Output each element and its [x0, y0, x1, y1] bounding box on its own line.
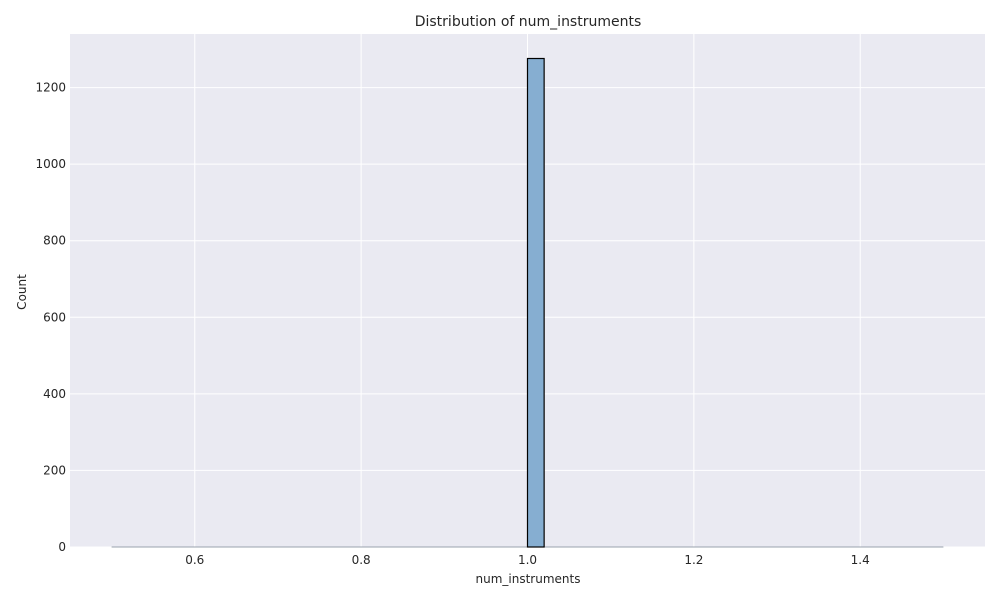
x-axis-label: num_instruments — [476, 572, 581, 586]
x-tick-label: 1.2 — [684, 553, 703, 567]
histogram-bar — [526, 57, 545, 548]
y-axis-label: Count — [15, 274, 29, 310]
y-tick-label: 0 — [58, 540, 66, 554]
y-tick-label: 200 — [43, 463, 66, 477]
x-tick-label: 0.8 — [352, 553, 371, 567]
x-tick-label: 1.0 — [518, 553, 537, 567]
y-tick-label: 1000 — [35, 157, 66, 171]
y-tick-label: 1200 — [35, 81, 66, 95]
x-tick-label: 0.6 — [185, 553, 204, 567]
x-tick-labels: 0.6 0.8 1.0 1.2 1.4 — [185, 553, 870, 567]
chart-title: Distribution of num_instruments — [415, 14, 642, 30]
y-tick-labels: 0 200 400 600 800 1000 1200 — [35, 81, 66, 554]
x-tick-label: 1.4 — [851, 553, 870, 567]
y-tick-label: 400 — [43, 387, 66, 401]
y-tick-label: 800 — [43, 234, 66, 248]
bars — [526, 57, 545, 548]
y-tick-label: 600 — [43, 310, 66, 324]
